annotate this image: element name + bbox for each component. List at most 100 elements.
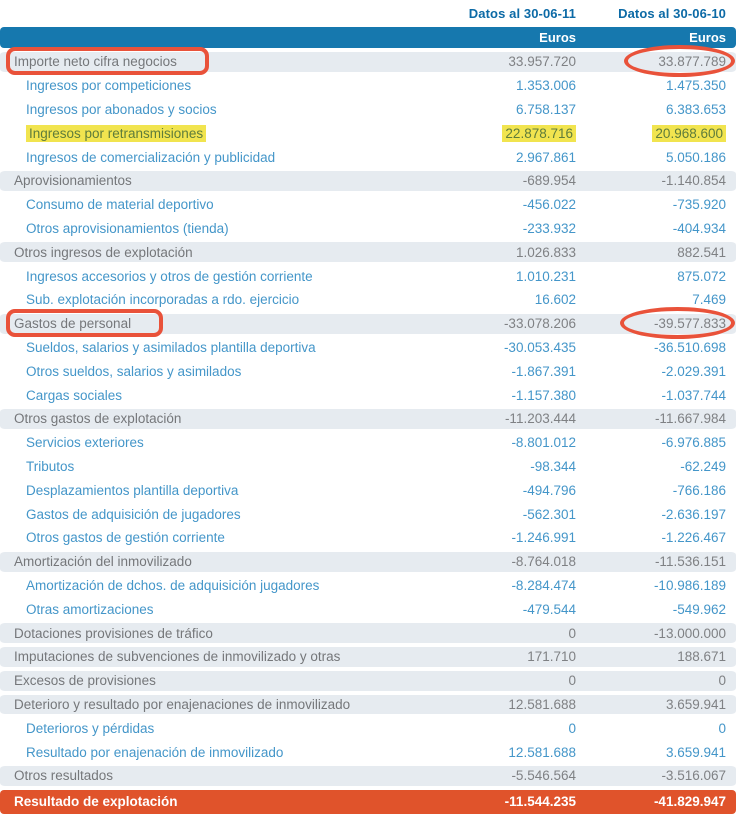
value-30-06-10: 0: [718, 673, 726, 689]
row-label-cell: Otros gastos de explotación: [0, 411, 426, 426]
value-30-06-11-cell: -456.022: [426, 197, 576, 212]
table-row: Ingresos por competiciones 1.353.006 1.4…: [0, 74, 736, 98]
value-30-06-11-cell: 0: [426, 626, 576, 641]
value-30-06-10-cell: 875.072: [576, 269, 726, 284]
value-30-06-11-cell: -689.954: [426, 173, 576, 188]
row-label: Desplazamientos plantilla deportiva: [26, 482, 239, 498]
value-30-06-10: 6.383.653: [665, 101, 726, 117]
row-label-cell: Deterioro y resultado por enajenaciones …: [0, 697, 426, 712]
value-30-06-11: -456.022: [522, 197, 576, 213]
value-30-06-11-cell: -233.932: [426, 221, 576, 236]
value-30-06-10-cell: 5.050.186: [576, 150, 726, 165]
value-30-06-11: -689.954: [522, 173, 576, 189]
value-30-06-10-cell: -3.516.067: [576, 768, 726, 783]
value-30-06-11-cell: 22.878.716: [426, 124, 576, 142]
row-label: Ingresos accesorios y otros de gestión c…: [26, 268, 313, 284]
table-row: Ingresos de comercialización y publicida…: [0, 145, 736, 169]
value-30-06-11-cell: -11.544.235: [426, 794, 576, 809]
table-row: Otros gastos de gestión corriente -1.246…: [0, 526, 736, 550]
value-30-06-10-cell: -1.037.744: [576, 388, 726, 403]
value-30-06-10-cell: -2.029.391: [576, 364, 726, 379]
value-30-06-10-cell: 882.541: [576, 245, 726, 260]
value-30-06-10-cell: -735.920: [576, 197, 726, 212]
value-30-06-11: -233.932: [522, 220, 576, 236]
value-30-06-10: -62.249: [680, 458, 726, 474]
row-label-cell: Sub. explotación incorporadas a rdo. eje…: [0, 292, 426, 307]
value-30-06-10: -11.667.984: [654, 411, 726, 427]
value-30-06-10-cell: -2.636.197: [576, 507, 726, 522]
row-label-cell: Excesos de provisiones: [0, 673, 426, 688]
value-30-06-10: -39.577.833: [653, 316, 726, 332]
value-30-06-11: -8.764.018: [511, 554, 576, 570]
column-header-30-06-10: Datos al 30-06-10: [618, 6, 726, 21]
table-row: Otras amortizaciones -479.544 -549.962: [0, 597, 736, 621]
value-30-06-11-cell: -494.796: [426, 483, 576, 498]
value-30-06-10-cell: -404.934: [576, 221, 726, 236]
unit-label-col1: Euros: [539, 30, 576, 45]
value-30-06-10: 33.877.789: [658, 54, 726, 70]
table-row: Excesos de provisiones 0 0: [0, 668, 736, 693]
row-label-cell: Otros resultados: [0, 768, 426, 783]
value-30-06-10: -2.029.391: [661, 363, 726, 379]
row-label: Deterioros y pérdidas: [26, 720, 155, 736]
row-label: Servicios exteriores: [26, 435, 144, 451]
value-30-06-10-cell: 7.469: [576, 292, 726, 307]
row-label-cell: Sueldos, salarios y asimilados plantilla…: [0, 340, 426, 355]
row-label-cell: Amortización de dchos. de adquisición ju…: [0, 578, 426, 593]
value-30-06-11-cell: -30.053.435: [426, 340, 576, 355]
row-label-cell: Cargas sociales: [0, 388, 426, 403]
table-row: Deterioros y pérdidas 0 0: [0, 716, 736, 740]
table-row: Consumo de material deportivo -456.022 -…: [0, 193, 736, 217]
value-30-06-11: 1.010.231: [515, 268, 576, 284]
row-label: Gastos de adquisición de jugadores: [26, 506, 241, 522]
value-30-06-11-cell: 12.581.688: [426, 745, 576, 760]
table-row: Ingresos accesorios y otros de gestión c…: [0, 264, 736, 288]
row-label: Otros aprovisionamientos (tienda): [26, 220, 229, 236]
value-30-06-10: 188.671: [677, 649, 726, 665]
table-row: Sueldos, salarios y asimilados plantilla…: [0, 336, 736, 360]
value-30-06-10-cell: -6.976.885: [576, 435, 726, 450]
value-30-06-10: -404.934: [672, 220, 726, 236]
table-row: Ingresos por retransmisiones 22.878.716 …: [0, 121, 736, 145]
value-30-06-10-cell: -11.536.151: [576, 554, 726, 569]
row-label: Otros sueldos, salarios y asimilados: [26, 363, 242, 379]
table-row: Aprovisionamientos -689.954 -1.140.854: [0, 168, 736, 193]
value-30-06-10-cell: -41.829.947: [576, 794, 726, 809]
value-30-06-11-cell: 6.758.137: [426, 102, 576, 117]
table-row: Amortización de dchos. de adquisición ju…: [0, 574, 736, 598]
value-30-06-11: 2.967.861: [515, 149, 576, 165]
table-row: Resultado por enajenación de inmovilizad…: [0, 740, 736, 764]
value-30-06-10-cell: 188.671: [576, 649, 726, 664]
row-label: Resultado por enajenación de inmovilizad…: [26, 744, 284, 760]
value-30-06-11: -479.544: [522, 601, 576, 617]
value-30-06-11: -11.203.444: [504, 411, 576, 427]
value-30-06-11-cell: -562.301: [426, 507, 576, 522]
row-label-cell: Importe neto cifra negocios: [0, 47, 426, 76]
value-30-06-11-cell: -8.764.018: [426, 554, 576, 569]
table-row: Ingresos por abonados y socios 6.758.137…: [0, 98, 736, 122]
value-30-06-10-cell: 0: [576, 721, 726, 736]
value-30-06-10-cell: 33.877.789: [576, 45, 735, 78]
value-30-06-10: -41.829.947: [653, 794, 726, 810]
value-30-06-11-cell: -8.284.474: [426, 578, 576, 593]
row-label: Sueldos, salarios y asimilados plantilla…: [26, 339, 316, 355]
value-30-06-11-cell: -1.246.991: [426, 530, 576, 545]
value-30-06-10: -3.516.067: [661, 768, 726, 784]
value-30-06-10: -735.920: [672, 197, 726, 213]
value-30-06-11: -562.301: [522, 506, 576, 522]
row-label-cell: Ingresos de comercialización y publicida…: [0, 150, 426, 165]
value-30-06-10: 1.475.350: [665, 78, 726, 94]
value-30-06-11: 16.602: [534, 292, 576, 308]
row-label: Amortización del inmovilizado: [14, 554, 192, 570]
row-label: Consumo de material deportivo: [26, 197, 214, 213]
table-row: Sub. explotación incorporadas a rdo. eje…: [0, 288, 736, 312]
table-row: Otros resultados -5.546.564 -3.516.067: [0, 763, 736, 788]
row-label: Excesos de provisiones: [14, 673, 156, 689]
row-label-cell: Ingresos por abonados y socios: [0, 102, 426, 117]
value-30-06-11-cell: -8.801.012: [426, 435, 576, 450]
value-30-06-11: -494.796: [522, 482, 576, 498]
value-30-06-11: 1.353.006: [515, 78, 576, 94]
value-30-06-11: -5.546.564: [511, 768, 576, 784]
value-30-06-10-cell: -62.249: [576, 459, 726, 474]
row-label: Sub. explotación incorporadas a rdo. eje…: [26, 292, 300, 308]
